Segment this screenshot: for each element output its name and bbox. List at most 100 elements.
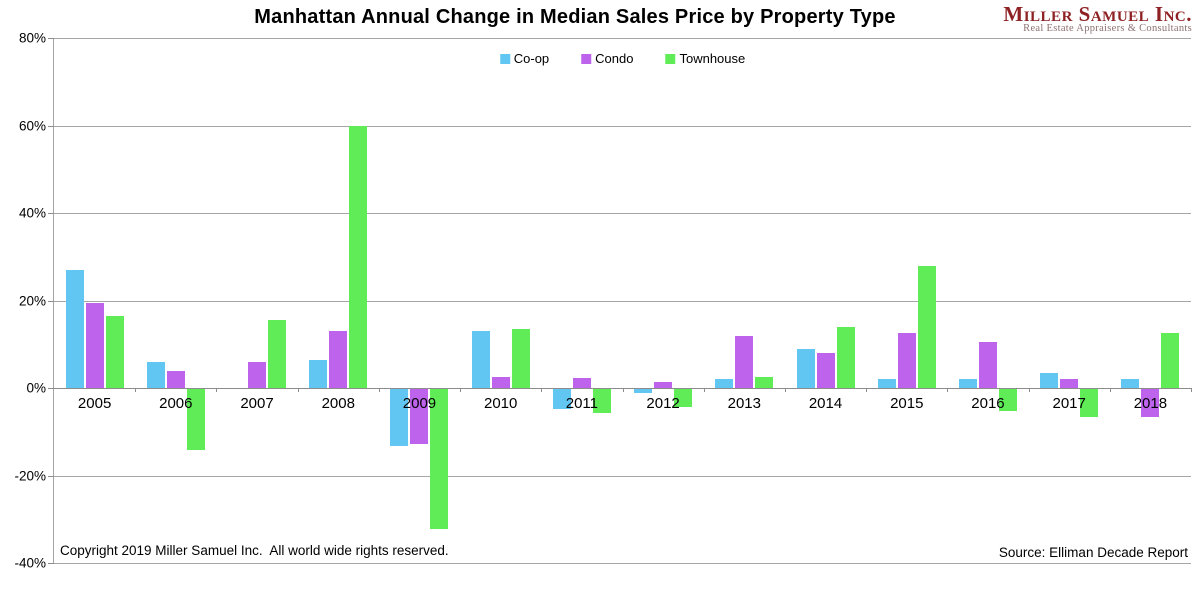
bar-townhouse-2008 bbox=[349, 125, 368, 388]
copyright-text: Copyright 2019 Miller Samuel Inc. All wo… bbox=[60, 543, 449, 558]
bar-townhouse-2009 bbox=[430, 389, 449, 529]
logo-company-name: Miller Samuel Inc. bbox=[1003, 2, 1192, 26]
y-axis-label: 60% bbox=[18, 118, 46, 133]
bar-townhouse-2005 bbox=[105, 315, 124, 388]
x-axis-label-2013: 2013 bbox=[727, 395, 761, 412]
x-axis-label-2005: 2005 bbox=[77, 395, 112, 412]
x-axis-label-2014: 2014 bbox=[808, 395, 843, 412]
bar-coop-2008 bbox=[309, 359, 328, 388]
bar-townhouse-2018 bbox=[1161, 333, 1180, 388]
y-axis-tick bbox=[48, 213, 54, 214]
bar-coop-2005 bbox=[65, 269, 84, 388]
bar-coop-2006 bbox=[146, 361, 165, 388]
legend-item-coop: Co-op bbox=[499, 51, 550, 66]
bar-coop-2014 bbox=[796, 348, 815, 388]
bar-townhouse-2015 bbox=[917, 265, 936, 388]
x-axis-label-2007: 2007 bbox=[240, 395, 274, 412]
x-axis-tick bbox=[297, 388, 299, 392]
y-axis-label: 40% bbox=[18, 205, 46, 221]
bar-townhouse-2012 bbox=[674, 389, 693, 407]
y-axis-label: 0% bbox=[26, 380, 46, 396]
gridline-40% bbox=[54, 213, 1191, 214]
legend-swatch-icon bbox=[499, 53, 510, 64]
y-axis-tick bbox=[48, 300, 54, 302]
bar-coop-2018 bbox=[1121, 379, 1140, 388]
bar-condo-2013 bbox=[735, 335, 754, 388]
bar-condo-2011 bbox=[572, 378, 591, 388]
bar-condo-2007 bbox=[248, 361, 267, 388]
x-axis-tick bbox=[1028, 388, 1030, 392]
x-axis-label-2009: 2009 bbox=[402, 395, 437, 412]
x-axis-label-2016: 2016 bbox=[971, 395, 1005, 412]
legend-label: Condo bbox=[595, 51, 634, 66]
legend-item-townhouse: Townhouse bbox=[665, 51, 745, 66]
bar-condo-2017 bbox=[1060, 379, 1079, 388]
y-axis-tick bbox=[48, 38, 54, 39]
gridline-80% bbox=[54, 38, 1191, 39]
x-axis-tick bbox=[1109, 388, 1111, 392]
bar-condo-2005 bbox=[85, 302, 104, 388]
y-axis-tick bbox=[48, 125, 54, 127]
x-axis-label-2006: 2006 bbox=[159, 395, 193, 412]
bar-condo-2018 bbox=[1141, 389, 1160, 418]
bar-townhouse-2016 bbox=[998, 389, 1017, 411]
x-axis-tick bbox=[947, 388, 949, 392]
y-axis-label: 80% bbox=[18, 30, 46, 46]
x-axis-label-2011: 2011 bbox=[565, 395, 599, 412]
bar-condo-2008 bbox=[329, 331, 348, 388]
plot-area: Co-op Condo Townhouse 2005 2006 2007 2008 2009… bbox=[48, 38, 1192, 564]
gridline-60% bbox=[54, 125, 1191, 127]
bar-condo-2012 bbox=[654, 382, 673, 388]
bar-townhouse-2010 bbox=[511, 328, 530, 388]
bar-coop-2015 bbox=[877, 379, 896, 388]
bar-townhouse-2014 bbox=[836, 326, 855, 388]
logo-tagline: Real Estate Appraisers & Consultants bbox=[1023, 23, 1192, 34]
miller-samuel-logo: Miller Samuel Inc. Real Estate Appraiser… bbox=[1003, 3, 1192, 34]
y-axis-tick bbox=[48, 475, 54, 477]
bar-condo-2016 bbox=[978, 342, 997, 388]
x-axis-tick bbox=[460, 388, 462, 392]
bar-condo-2010 bbox=[491, 377, 510, 388]
gridline--20% bbox=[54, 475, 1191, 477]
x-axis-label-2017: 2017 bbox=[1052, 395, 1086, 412]
legend: Co-op Condo Townhouse bbox=[499, 51, 745, 66]
source-text: Source: Elliman Decade Report bbox=[998, 545, 1188, 560]
bar-condo-2009 bbox=[410, 389, 429, 444]
bar-condo-2006 bbox=[166, 370, 185, 388]
y-axis-label: -40% bbox=[14, 555, 46, 571]
x-axis-tick bbox=[135, 388, 137, 392]
x-axis-label-2012: 2012 bbox=[646, 395, 680, 412]
legend-swatch-icon bbox=[665, 53, 676, 64]
chart-title: Manhattan Annual Change in Median Sales … bbox=[254, 6, 896, 28]
x-axis-tick bbox=[784, 388, 786, 392]
bar-condo-2014 bbox=[816, 353, 835, 388]
bar-coop-2013 bbox=[715, 379, 734, 388]
x-axis-label-2008: 2008 bbox=[321, 395, 355, 412]
bar-coop-2016 bbox=[958, 379, 977, 388]
y-axis-tick bbox=[48, 388, 54, 389]
bar-condo-2015 bbox=[897, 333, 916, 388]
y-axis-tick bbox=[48, 563, 54, 564]
bar-coop-2011 bbox=[552, 389, 571, 409]
bar-townhouse-2007 bbox=[268, 320, 287, 388]
bar-townhouse-2011 bbox=[592, 389, 611, 414]
legend-item-condo: Condo bbox=[581, 51, 633, 66]
legend-label: Co-op bbox=[513, 51, 550, 66]
y-axis-label: 20% bbox=[18, 293, 46, 308]
gridline--40% bbox=[54, 563, 1191, 564]
x-axis-tick bbox=[1191, 388, 1192, 392]
bar-coop-2010 bbox=[471, 331, 490, 388]
x-axis-tick bbox=[703, 388, 705, 392]
x-axis-tick bbox=[216, 388, 218, 392]
gridline-20% bbox=[54, 300, 1191, 302]
x-axis-tick bbox=[866, 388, 868, 392]
bar-coop-2017 bbox=[1040, 372, 1059, 388]
legend-swatch-icon bbox=[581, 53, 592, 64]
x-axis-tick bbox=[622, 388, 624, 392]
x-axis-label-2010: 2010 bbox=[483, 395, 518, 412]
bar-coop-2012 bbox=[634, 389, 653, 394]
legend-label: Townhouse bbox=[679, 51, 746, 66]
bar-townhouse-2017 bbox=[1080, 389, 1099, 418]
x-axis-tick bbox=[378, 388, 380, 392]
